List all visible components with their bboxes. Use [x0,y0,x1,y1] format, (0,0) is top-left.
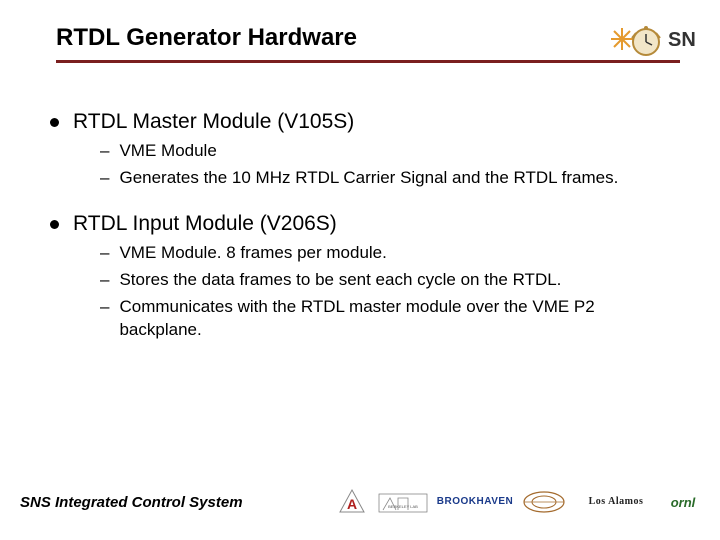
sub-bullet-text: Stores the data frames to be sent each c… [119,269,561,292]
starburst-icon [611,28,633,50]
sub-bullet-list: – VME Module. 8 frames per module. – Sto… [100,242,660,342]
sub-bullet-text: Communicates with the RTDL master module… [119,296,660,342]
slide-title: RTDL Generator Hardware [56,24,680,52]
ornl-logo: ornl [666,490,700,514]
sub-bullet-item: – VME Module [100,140,660,163]
brookhaven-logo: BROOKHAVEN [440,488,510,516]
clock-icon [632,26,660,55]
title-bar: RTDL Generator Hardware [56,24,680,63]
dash-icon: – [100,242,109,265]
footer-logo-strip: A BERKELEY LAB BROOKHAVEN [338,488,700,516]
sns-clock-logo: SNS [610,14,696,64]
dash-icon: – [100,269,109,292]
sub-bullet-text: Generates the 10 MHz RTDL Carrier Signal… [119,167,618,190]
slide-footer: SNS Integrated Control System A BERKELEY… [20,488,700,516]
sub-bullet-item: – VME Module. 8 frames per module. [100,242,660,265]
bullet-text: RTDL Master Module (V105S) [73,110,354,134]
brookhaven-text: BROOKHAVEN [437,497,513,507]
bullet-text: RTDL Input Module (V206S) [73,212,337,236]
bullet-item: RTDL Master Module (V105S) [50,110,660,134]
dash-icon: – [100,167,109,190]
svg-text:BERKELEY LAB: BERKELEY LAB [388,504,418,509]
slide-body: RTDL Master Module (V105S) – VME Module … [50,110,660,364]
sub-bullet-item: – Generates the 10 MHz RTDL Carrier Sign… [100,167,660,190]
bullet-dot-icon [50,118,59,127]
slide: { "title": "RTDL Generator Hardware", "t… [0,0,720,540]
sub-bullet-item: – Stores the data frames to be sent each… [100,269,660,292]
dash-icon: – [100,140,109,163]
sub-bullet-text: VME Module [119,140,216,163]
bullet-item: RTDL Input Module (V206S) [50,212,660,236]
ornl-text: ornl [671,495,696,510]
sub-bullet-list: – VME Module – Generates the 10 MHz RTDL… [100,140,660,190]
footer-caption: SNS Integrated Control System [20,494,243,511]
sns-logo-text: SNS [668,29,696,51]
dash-icon: – [100,296,109,319]
argonne-logo: A [338,488,366,516]
los-alamos-logo: Los Alamos [578,488,654,516]
title-underline [56,60,680,63]
svg-text:A: A [347,496,357,512]
bullet-dot-icon [50,220,59,229]
jlab-logo [522,489,566,515]
los-alamos-text: Los Alamos [589,497,644,507]
sub-bullet-item: – Communicates with the RTDL master modu… [100,296,660,342]
sub-bullet-text: VME Module. 8 frames per module. [119,242,386,265]
berkeley-lab-logo: BERKELEY LAB [378,488,428,516]
